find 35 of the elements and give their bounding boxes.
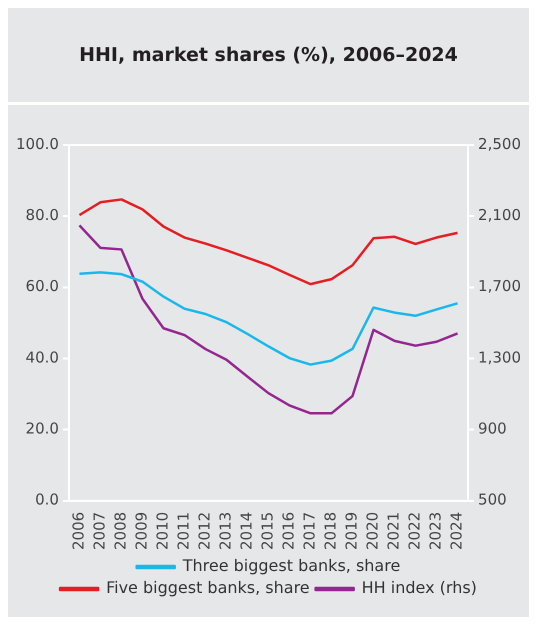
y-tick-label: 0.0 xyxy=(35,490,59,509)
x-tick-label: 2011 xyxy=(174,512,192,550)
y-tick-label: 100.0 xyxy=(16,134,59,153)
y2-tick-label: 900 xyxy=(478,420,507,438)
x-tick-label: 2022 xyxy=(405,512,424,550)
y-tick-label: 60.0 xyxy=(26,277,59,296)
x-tick-label: 2009 xyxy=(132,512,150,550)
chart-title: HHI, market shares (%), 2006–2024 xyxy=(79,44,458,66)
y-tick-label: 20.0 xyxy=(26,420,59,438)
x-tick-label: 2024 xyxy=(447,512,466,550)
x-tick-label: 2019 xyxy=(342,512,360,550)
y2-tick-label: 500 xyxy=(478,490,507,509)
y-tick-label: 40.0 xyxy=(26,348,59,366)
x-tick-label: 2016 xyxy=(279,512,298,550)
y2-tick-label: 2,500 xyxy=(478,134,522,153)
x-tick-label: 2006 xyxy=(69,512,88,550)
x-tick-label: 2015 xyxy=(258,512,276,550)
x-tick-label: 2008 xyxy=(111,512,130,550)
y2-tick-label: 2,100 xyxy=(478,206,522,224)
x-tick-label: 2012 xyxy=(195,512,214,550)
x-tick-label: 2017 xyxy=(300,512,318,550)
x-tick-label: 2007 xyxy=(90,512,108,550)
y2-tick-label: 1,300 xyxy=(478,348,522,366)
x-tick-label: 2020 xyxy=(363,512,382,550)
x-tick-label: 2021 xyxy=(384,512,402,550)
x-tick-label: 2013 xyxy=(216,512,234,550)
y2-tick-label: 1,700 xyxy=(478,277,522,296)
y-tick-label: 80.0 xyxy=(26,206,59,224)
x-tick-label: 2010 xyxy=(153,512,172,550)
x-tick-label: 2018 xyxy=(321,512,340,550)
legend-label: Five biggest banks, share xyxy=(106,578,310,598)
x-tick-label: 2023 xyxy=(426,512,444,550)
legend-label: HH index (rhs) xyxy=(362,578,477,598)
legend-label: Three biggest banks, share xyxy=(182,556,400,576)
x-tick-label: 2014 xyxy=(237,512,256,550)
